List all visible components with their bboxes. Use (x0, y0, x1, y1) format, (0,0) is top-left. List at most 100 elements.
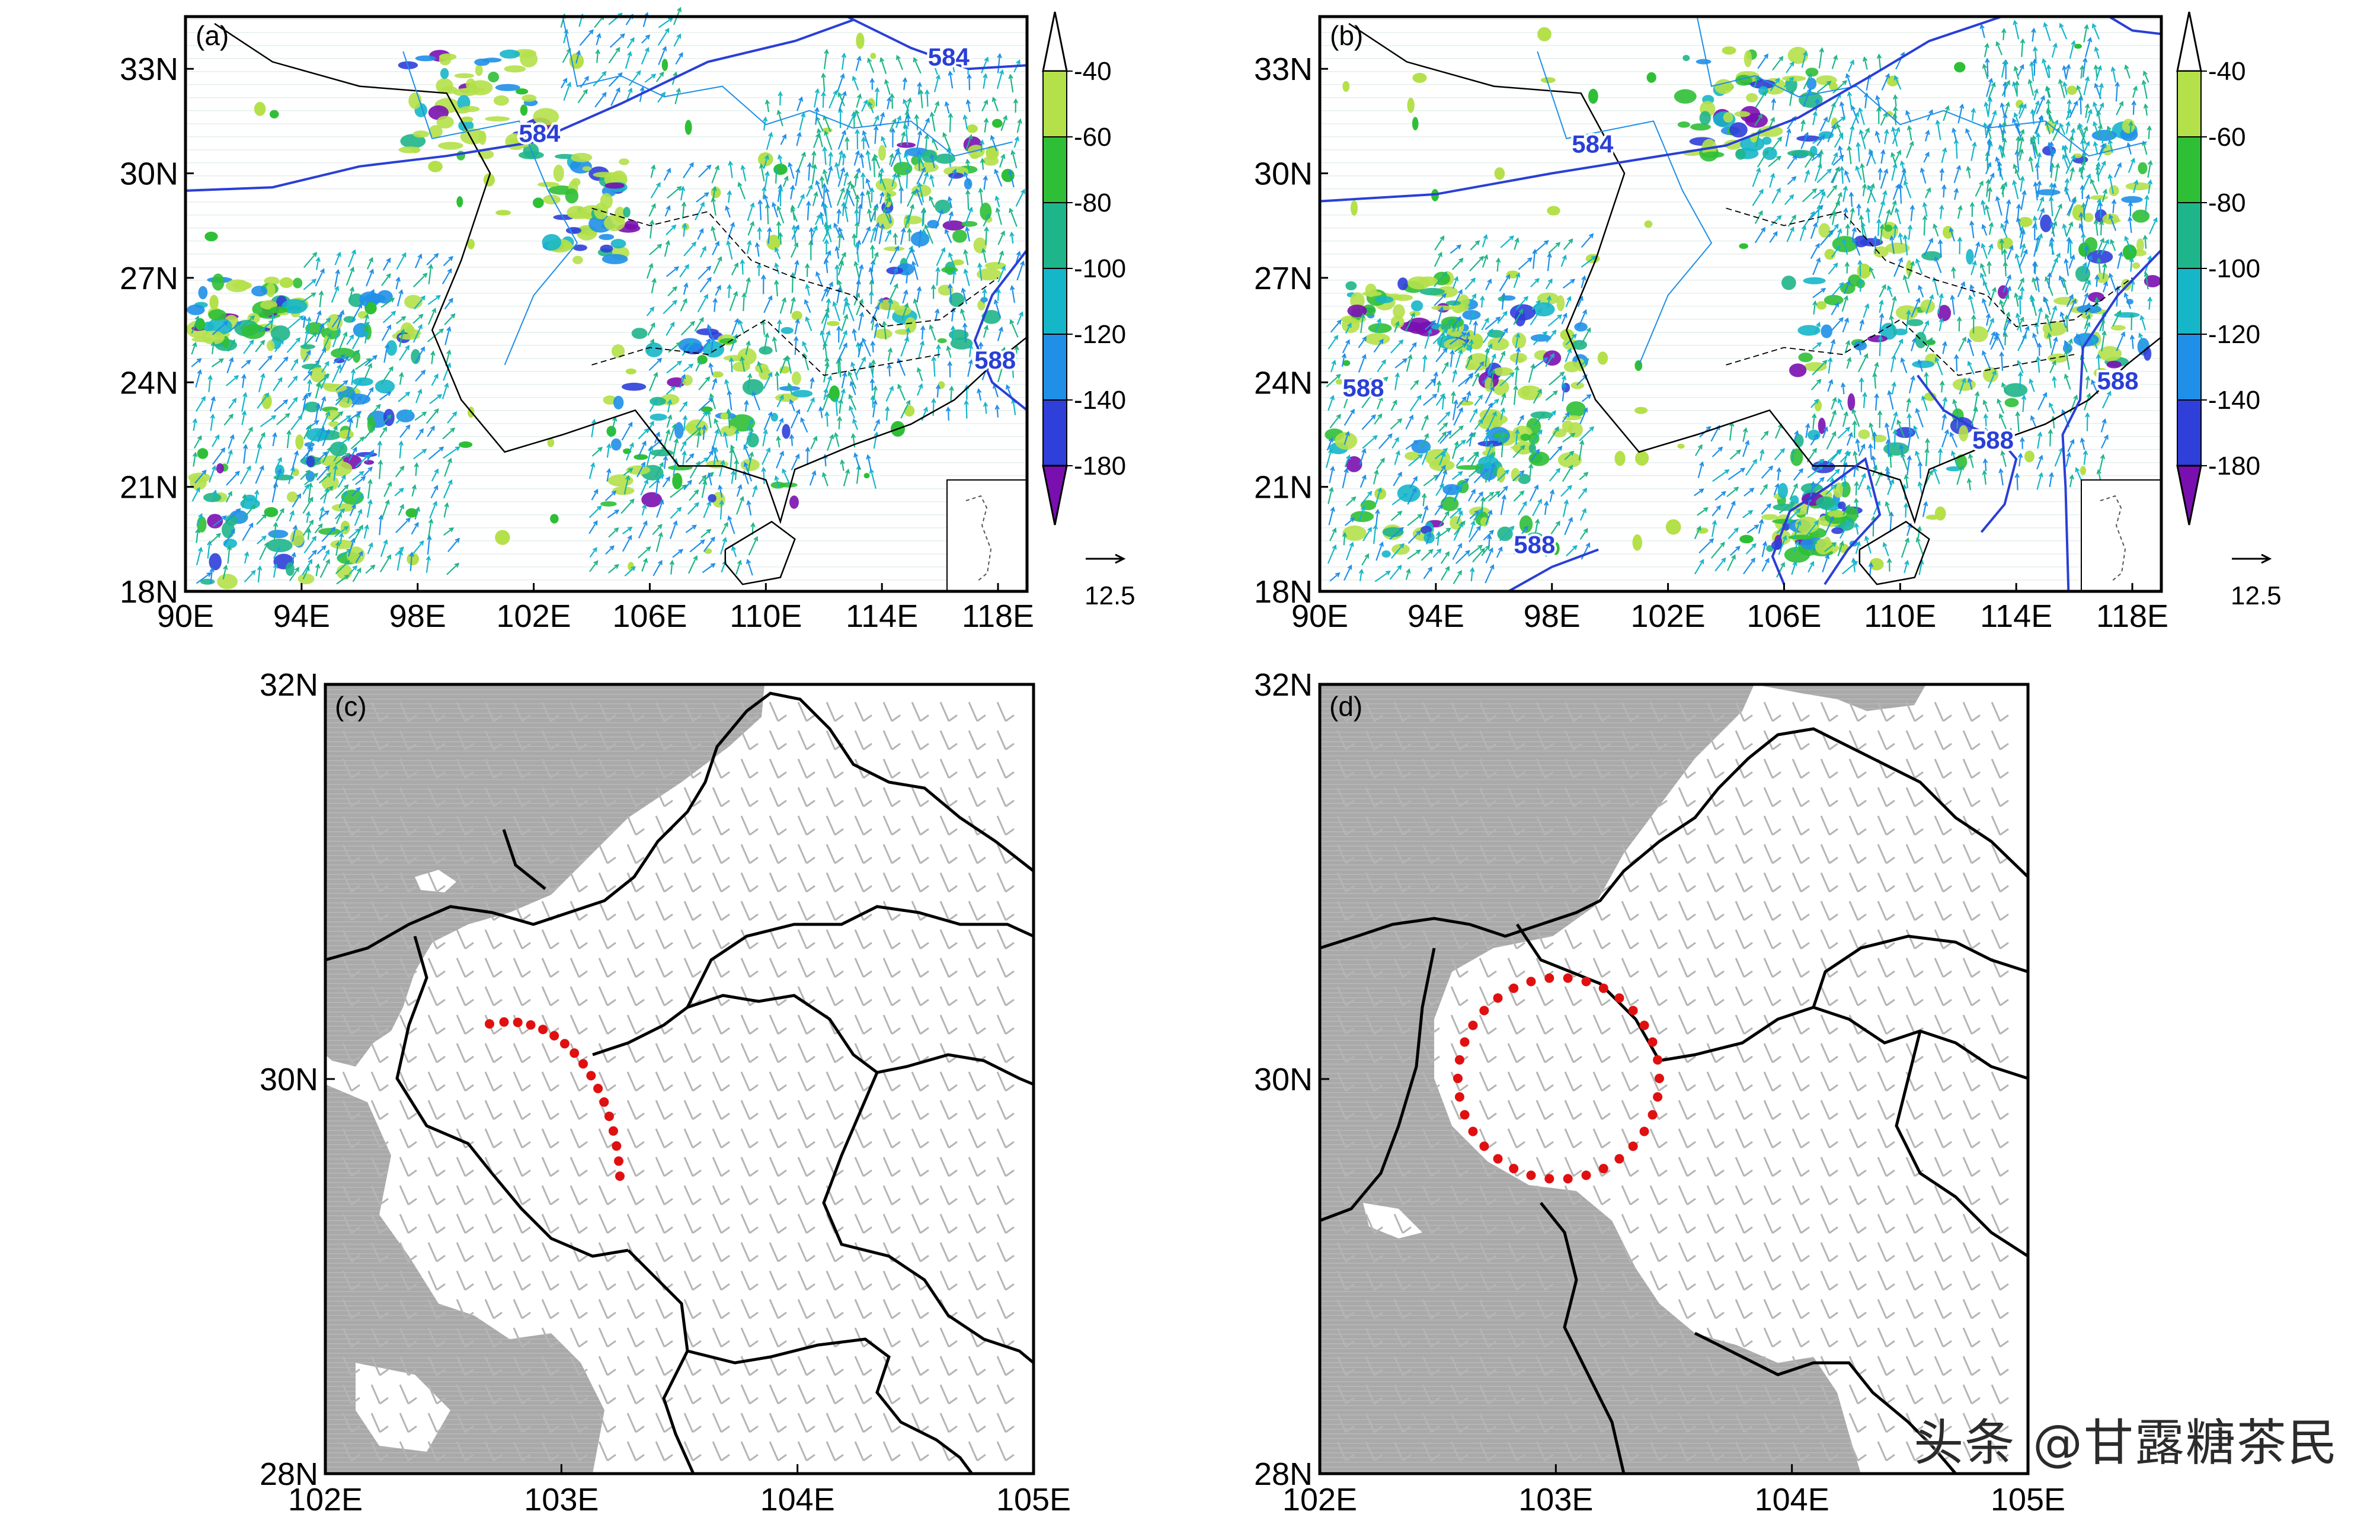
wind-vector (698, 475, 706, 485)
wind-vector (996, 208, 1002, 225)
wind-vector-head (980, 158, 986, 164)
wind-vector (649, 244, 662, 255)
wind-vector (332, 354, 345, 364)
wind-vector (778, 110, 783, 126)
wind-vector (271, 483, 277, 502)
wind-vector-head (327, 446, 331, 452)
wind-vector-head (852, 328, 857, 334)
wind-vector (826, 188, 832, 208)
wind-vector-head (319, 322, 325, 328)
wind-vector (302, 566, 309, 579)
wind-vector (395, 547, 404, 556)
wind-vector-head (872, 205, 878, 211)
wind-vector (382, 414, 391, 425)
wind-vector (823, 169, 828, 185)
wind-vector (319, 291, 322, 308)
wind-vector-head (405, 424, 411, 430)
wind-vector-head (949, 55, 955, 61)
wind-vector-head (689, 453, 695, 459)
wind-vector (212, 435, 220, 447)
wind-vector (728, 516, 735, 534)
wind-vector-head (357, 508, 363, 514)
wind-vector-head (961, 287, 966, 293)
wind-vector (443, 256, 453, 267)
wind-vector (810, 377, 814, 389)
shading-cell (364, 302, 377, 315)
wind-vector-head (321, 347, 327, 353)
wind-vector-head (757, 226, 762, 232)
wind-vector (444, 459, 452, 477)
wind-vector (335, 542, 340, 556)
wind-vector-head (724, 521, 728, 527)
wind-vector (650, 220, 653, 239)
wind-vector-head (305, 511, 311, 517)
wind-vector (729, 161, 733, 178)
wind-vector (763, 372, 772, 389)
shading-cell (364, 324, 372, 340)
wind-vector (826, 167, 832, 184)
shading-cell (2122, 119, 2135, 134)
wind-vector-head (884, 79, 890, 85)
wind-vector-head (345, 453, 351, 458)
x-tick-label: 102E (497, 598, 571, 634)
wind-vector (292, 494, 302, 508)
shading-cell (789, 495, 799, 509)
shading-cell (1777, 482, 1788, 499)
wind-vector-head (853, 261, 859, 267)
colorbar-cell (1042, 334, 1067, 401)
shading-cell (1632, 534, 1643, 551)
wind-vector-head (235, 470, 240, 476)
wind-vector-head (678, 549, 684, 554)
wind-vector (356, 414, 359, 428)
shading-cell (1566, 401, 1586, 417)
wind-vector-head (417, 388, 423, 394)
wind-vector-head (740, 356, 745, 361)
wind-vector (950, 386, 953, 401)
wind-vector (209, 533, 221, 544)
wind-vector-head (730, 444, 735, 450)
wind-vector-head (746, 500, 751, 505)
wind-vector (242, 427, 253, 444)
wind-vector (822, 313, 828, 334)
wind-vector-head (407, 409, 412, 415)
shading-cell (904, 405, 915, 417)
wind-vector-head (748, 430, 753, 436)
wind-vector-head (916, 286, 922, 292)
wind-vector-head (249, 339, 254, 345)
wind-vector (255, 444, 261, 464)
wind-vector-head (295, 337, 301, 342)
wind-vector-head (833, 432, 839, 438)
wind-vector-head (689, 162, 694, 168)
shading-cell (300, 344, 315, 350)
shading-cell (197, 448, 209, 459)
wind-vector (923, 229, 925, 242)
wind-vector-head (807, 162, 812, 168)
wind-vector (797, 194, 805, 209)
wind-vector-head (719, 500, 724, 505)
wind-vector-head (629, 37, 635, 43)
wind-vector-head (378, 459, 383, 465)
wind-vector (808, 163, 811, 181)
wind-vector-head (648, 262, 654, 268)
shading-cell (1397, 484, 1421, 502)
wind-vector-head (849, 380, 855, 386)
wind-vector (858, 204, 861, 225)
wind-vector-head (763, 194, 769, 200)
wind-vector (823, 389, 827, 401)
wind-vector-head (845, 301, 850, 307)
shading-cell (270, 325, 290, 341)
wind-vector (821, 288, 828, 302)
wind-vector (983, 213, 990, 227)
shading-cell (826, 321, 840, 326)
shading-cell (626, 465, 651, 475)
wind-vector-head (431, 308, 437, 313)
shading-cell (2132, 209, 2150, 223)
wind-vector-head (951, 269, 957, 275)
wind-vector (762, 187, 766, 199)
wind-vector-head (874, 322, 879, 328)
shading-cell (209, 294, 219, 310)
wind-vector (707, 411, 712, 428)
wind-vector (196, 514, 203, 526)
wind-vector (822, 331, 830, 350)
wind-vector (874, 154, 881, 169)
